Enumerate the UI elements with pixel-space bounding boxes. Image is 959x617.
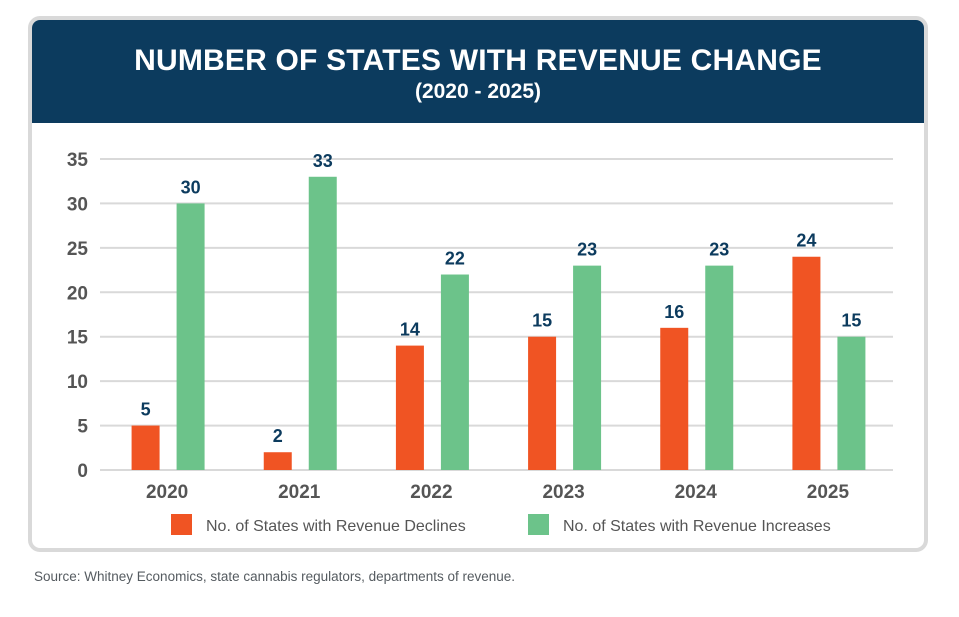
data-label: 16 xyxy=(664,302,684,322)
y-tick-label: 20 xyxy=(67,283,88,304)
bar-increases xyxy=(440,274,469,470)
x-tick-label: 2021 xyxy=(278,482,321,503)
y-tick-label: 25 xyxy=(67,239,89,260)
data-label: 5 xyxy=(141,400,151,420)
data-label: 22 xyxy=(445,249,465,269)
chart-header: NUMBER OF STATES WITH REVENUE CHANGE (20… xyxy=(32,20,924,123)
x-tick-label: 2023 xyxy=(542,482,584,503)
data-label: 23 xyxy=(577,240,597,260)
data-label: 15 xyxy=(532,311,552,331)
x-tick-label: 2024 xyxy=(675,482,718,503)
bar-declines xyxy=(660,327,689,470)
source-note: Source: Whitney Economics, state cannabi… xyxy=(34,569,515,584)
data-label: 15 xyxy=(841,311,861,331)
chart-title: NUMBER OF STATES WITH REVENUE CHANGE xyxy=(134,44,822,77)
data-label: 33 xyxy=(313,151,333,171)
data-label: 30 xyxy=(181,177,201,197)
x-tick-label: 2020 xyxy=(146,482,188,503)
legend-label: No. of States with Revenue Increases xyxy=(563,518,831,535)
y-tick-label: 0 xyxy=(77,461,88,482)
data-label: 14 xyxy=(400,320,420,340)
bar-declines xyxy=(131,425,160,470)
bar-increases xyxy=(573,265,602,470)
bar-increases xyxy=(837,336,866,470)
bar-declines xyxy=(528,336,557,470)
bar-increases xyxy=(705,265,734,470)
bar-declines xyxy=(263,452,292,470)
bar-declines xyxy=(792,256,821,470)
bar-declines xyxy=(395,345,424,470)
x-tick-label: 2022 xyxy=(410,482,452,503)
y-tick-label: 10 xyxy=(67,372,88,393)
x-tick-label: 2025 xyxy=(807,482,850,503)
y-tick-label: 35 xyxy=(67,150,89,171)
data-label: 2 xyxy=(273,426,283,446)
bar-increases xyxy=(176,203,205,470)
legend-label: No. of States with Revenue Declines xyxy=(206,518,466,535)
y-tick-label: 30 xyxy=(67,194,88,215)
legend-swatch xyxy=(171,514,192,535)
bar-increases xyxy=(308,176,337,470)
y-tick-label: 5 xyxy=(77,417,88,438)
data-label: 24 xyxy=(796,231,816,251)
data-label: 23 xyxy=(709,240,729,260)
chart-subtitle: (2020 - 2025) xyxy=(414,80,542,103)
legend-swatch xyxy=(528,514,549,535)
y-tick-label: 15 xyxy=(67,328,89,349)
